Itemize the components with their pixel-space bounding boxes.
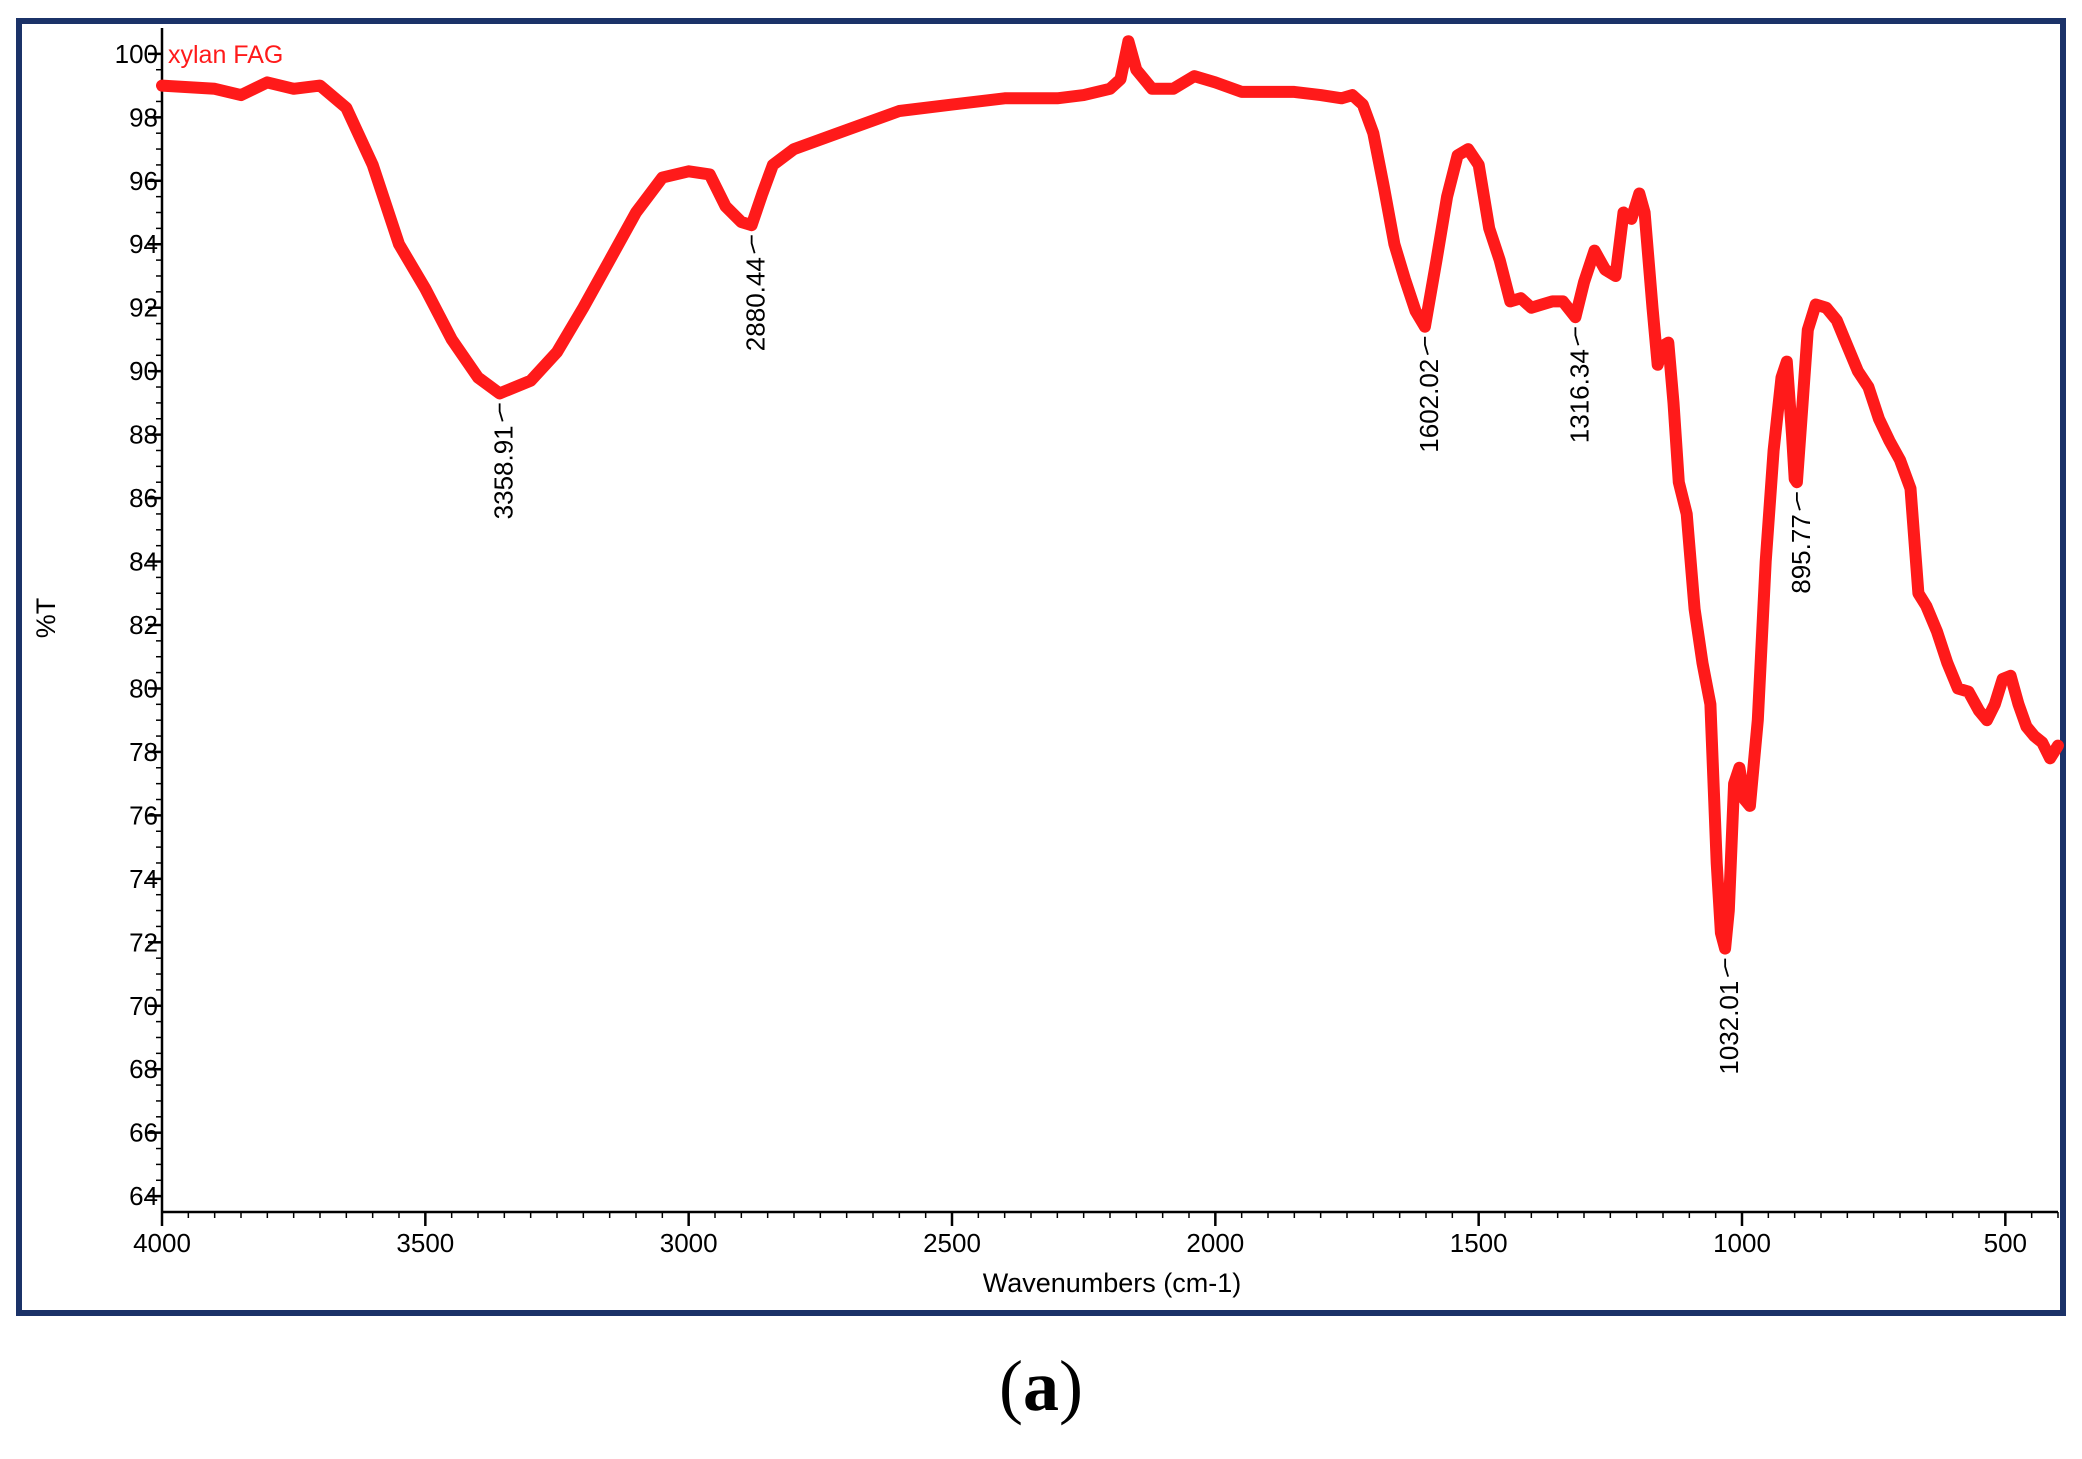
- x-tick-label: 3500: [396, 1228, 454, 1258]
- ir-spectrum-chart: 4000 3500 3000 2500 2000 1500 1000 500 64 66 68 70 7…: [31, 28, 2064, 1298]
- x-tick-label: 2500: [923, 1228, 981, 1258]
- y-tick-label: 68: [129, 1054, 158, 1084]
- peak-annotation: 1602.02: [1414, 336, 1444, 453]
- peak-annotation: 895.77: [1786, 492, 1816, 594]
- y-tick-label: 92: [129, 293, 158, 323]
- peak-label: 1032.01: [1714, 981, 1744, 1075]
- series-line-0: [156, 35, 2064, 955]
- peak-annotation: 1316.34: [1564, 327, 1594, 443]
- x-tick-label: 1000: [1713, 1228, 1771, 1258]
- y-tick-label: 84: [129, 547, 158, 577]
- peak-annotation: 2880.44: [741, 235, 771, 351]
- y-tick-label: 96: [129, 166, 158, 196]
- peak-label: 1316.34: [1564, 349, 1594, 443]
- peak-leader-line: [1574, 327, 1580, 346]
- y-tick-label: 74: [129, 864, 158, 894]
- peak-leader-line: [1724, 958, 1730, 977]
- x-tick-label: 3000: [660, 1228, 718, 1258]
- axes: 4000 3500 3000 2500 2000 1500 1000 500 64 66 68 70 7…: [115, 28, 2059, 1258]
- peak-label: 3358.91: [489, 425, 519, 519]
- panel-caption: (a): [0, 1345, 2082, 1428]
- peak-leader-line: [750, 235, 756, 254]
- y-axis-title: %T: [31, 598, 61, 639]
- peak-label: 1602.02: [1414, 359, 1444, 453]
- y-tick-label: 88: [129, 420, 158, 450]
- y-tick-label: 78: [129, 737, 158, 767]
- panel-label: a: [1023, 1346, 1059, 1426]
- y-tick-label: 64: [129, 1181, 158, 1211]
- x-tick-label: 2000: [1186, 1228, 1244, 1258]
- figure-frame: [16, 18, 2066, 1316]
- y-tick-label: 100: [115, 39, 158, 69]
- y-tick-label: 76: [129, 800, 158, 830]
- peak-annotation: 1032.01: [1714, 958, 1744, 1075]
- caption-close-paren: ): [1059, 1346, 1083, 1426]
- y-tick-label: 90: [129, 356, 158, 386]
- peak-leader-line: [1424, 336, 1429, 355]
- y-tick-label: 82: [129, 610, 158, 640]
- y-tick-label: 98: [129, 102, 158, 132]
- peak-annotations: 3358.91 2880.44 1602.02 1316.34 1032.01 895.7…: [489, 235, 1816, 1075]
- y-tick-label: 66: [129, 1118, 158, 1148]
- y-tick-label: 94: [129, 229, 158, 259]
- y-tick-label: 86: [129, 483, 158, 513]
- x-axis-title: Wavenumbers (cm-1): [983, 1268, 1242, 1298]
- legend-entry-xylan-fag: xylan FAG: [168, 41, 283, 69]
- peak-label: 2880.44: [741, 257, 771, 351]
- x-tick-label: 4000: [133, 1228, 191, 1258]
- y-tick-label: 80: [129, 673, 158, 703]
- x-tick-label: 1500: [1450, 1228, 1508, 1258]
- series-layer: [156, 35, 2064, 955]
- caption-open-paren: (: [999, 1346, 1023, 1426]
- y-tick-label: 72: [129, 927, 158, 957]
- x-tick-label: 500: [1984, 1228, 2027, 1258]
- peak-leader-line: [1795, 492, 1801, 511]
- peak-label: 895.77: [1786, 514, 1816, 594]
- peak-leader-line: [498, 403, 504, 422]
- y-tick-label: 70: [129, 991, 158, 1021]
- peak-annotation: 3358.91: [489, 403, 519, 519]
